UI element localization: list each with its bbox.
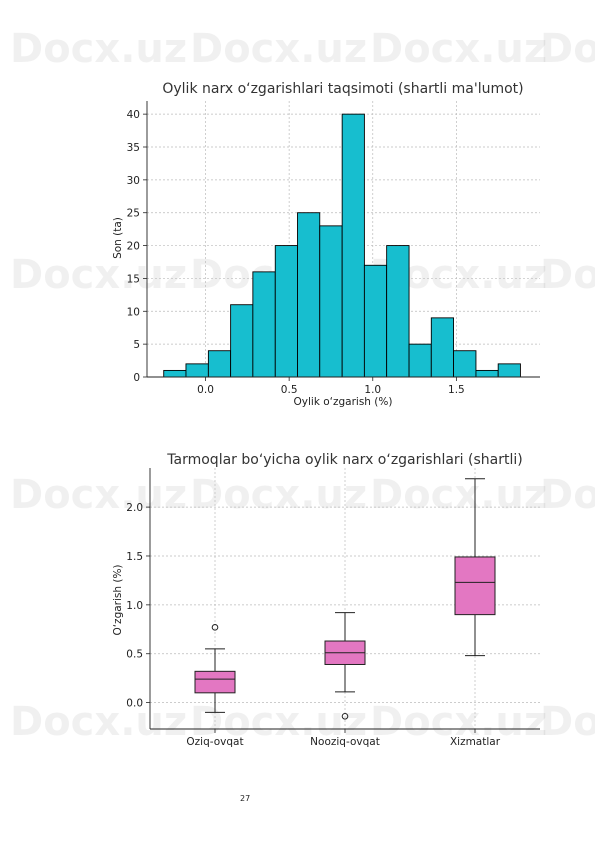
- histogram-axes: 0 5 10 15 20 25 30 35 40 0.0 0.5 1.0 1.5: [127, 101, 540, 396]
- watermark-text: Docx.uz: [370, 472, 547, 518]
- boxplot-y-tick-label: 1.5: [126, 551, 143, 563]
- histogram-bar: [163, 369, 187, 378]
- watermark-text: Docx.uz: [540, 252, 595, 298]
- histogram-bar: [274, 245, 298, 378]
- boxplot-title: Tarmoqlar bo‘yicha oylik narx o‘zgarishl…: [166, 452, 522, 468]
- watermark-text: Docx.uz: [190, 699, 367, 745]
- histogram-bar: [341, 113, 365, 378]
- watermark-text: Docx.uz: [10, 699, 187, 745]
- histogram-bar: [185, 363, 209, 378]
- page-number: 27: [240, 794, 251, 803]
- histogram-bar: [430, 317, 454, 378]
- histogram-y-tick-label: 0: [133, 372, 140, 384]
- histogram-x-tick-label: 0.0: [197, 384, 214, 396]
- watermark-text: Docx.uz: [10, 26, 187, 72]
- histogram-chart: Oylik narx o‘zgarishlari taqsimoti (shar…: [112, 81, 540, 408]
- boxplot-y-tick-label: 0.0: [126, 698, 143, 710]
- boxplot-chart: Tarmoqlar bo‘yicha oylik narx o‘zgarishl…: [112, 452, 540, 748]
- boxplot-y-tick-label: 2.0: [126, 502, 143, 514]
- watermark-text: Docx.uz: [190, 26, 367, 72]
- histogram-title: Oylik narx o‘zgarishlari taqsimoti (shar…: [162, 81, 523, 97]
- histogram-y-tick-label: 5: [133, 339, 140, 351]
- boxplot-outlier: [341, 712, 349, 720]
- histogram-bar: [297, 212, 321, 378]
- boxplot-category-label: Nooziq-ovqat: [310, 736, 380, 748]
- boxplot-category-label: Oziq-ovqat: [186, 736, 243, 748]
- boxplot-box: [194, 670, 236, 694]
- boxplot-y-label: O‘zgarish (%): [112, 564, 124, 635]
- histogram-y-tick-label: 25: [127, 208, 140, 220]
- histogram-bars: [163, 113, 521, 378]
- boxplot-y-tick-label: 0.5: [126, 649, 143, 661]
- boxplot-outlier: [211, 624, 219, 631]
- watermark-text: Docx.uz: [190, 472, 367, 518]
- histogram-bar: [386, 245, 410, 378]
- watermark-text: Docx.uz: [370, 699, 547, 745]
- histogram-y-tick-label: 35: [127, 142, 140, 154]
- histogram-bar: [408, 343, 432, 378]
- watermark-text: Docx.uz: [540, 26, 595, 72]
- histogram-bar: [497, 363, 521, 378]
- boxplot-y-tick-label: 1.0: [126, 600, 143, 612]
- watermark-text: Docx.uz: [10, 472, 187, 518]
- histogram-bar: [230, 304, 254, 378]
- boxplot-category-label: Xizmatlar: [450, 736, 501, 748]
- histogram-y-tick-label: 40: [127, 109, 140, 121]
- boxplot-marks: [194, 478, 496, 720]
- histogram-x-tick-label: 1.5: [448, 384, 465, 396]
- histogram-y-tick-label: 15: [127, 273, 140, 285]
- histogram-bar: [252, 271, 276, 378]
- histogram-bar: [207, 350, 232, 378]
- histogram-y-tick-label: 30: [127, 175, 140, 187]
- histogram-x-tick-label: 1.0: [364, 384, 381, 396]
- histogram-bar: [453, 350, 477, 378]
- histogram-bar: [475, 369, 499, 378]
- watermark-layer: Docx.uzDocx.uzDocx.uzDocx.uzDocx.uzDocx.…: [10, 26, 595, 745]
- watermark-text: Docx.uz: [370, 26, 547, 72]
- histogram-y-label: Son (ta): [112, 217, 124, 259]
- watermark-text: Docx.uz: [540, 699, 595, 745]
- boxplot-box: [454, 556, 496, 616]
- histogram-x-label: Oylik o‘zgarish (%): [294, 396, 393, 408]
- watermark-text: Docx.uz: [10, 252, 187, 298]
- histogram-y-tick-label: 10: [127, 306, 140, 318]
- histogram-bar: [363, 264, 388, 378]
- histogram-x-tick-label: 0.5: [281, 384, 298, 396]
- histogram-bar: [319, 225, 343, 378]
- boxplot-axes: 0.0 0.5 1.0 1.5 2.0 Oziq-ovqat Nooziq-ovqat Xiz…: [126, 468, 540, 748]
- watermark-text: Docx.uz: [540, 472, 595, 518]
- histogram-y-tick-label: 20: [127, 241, 140, 253]
